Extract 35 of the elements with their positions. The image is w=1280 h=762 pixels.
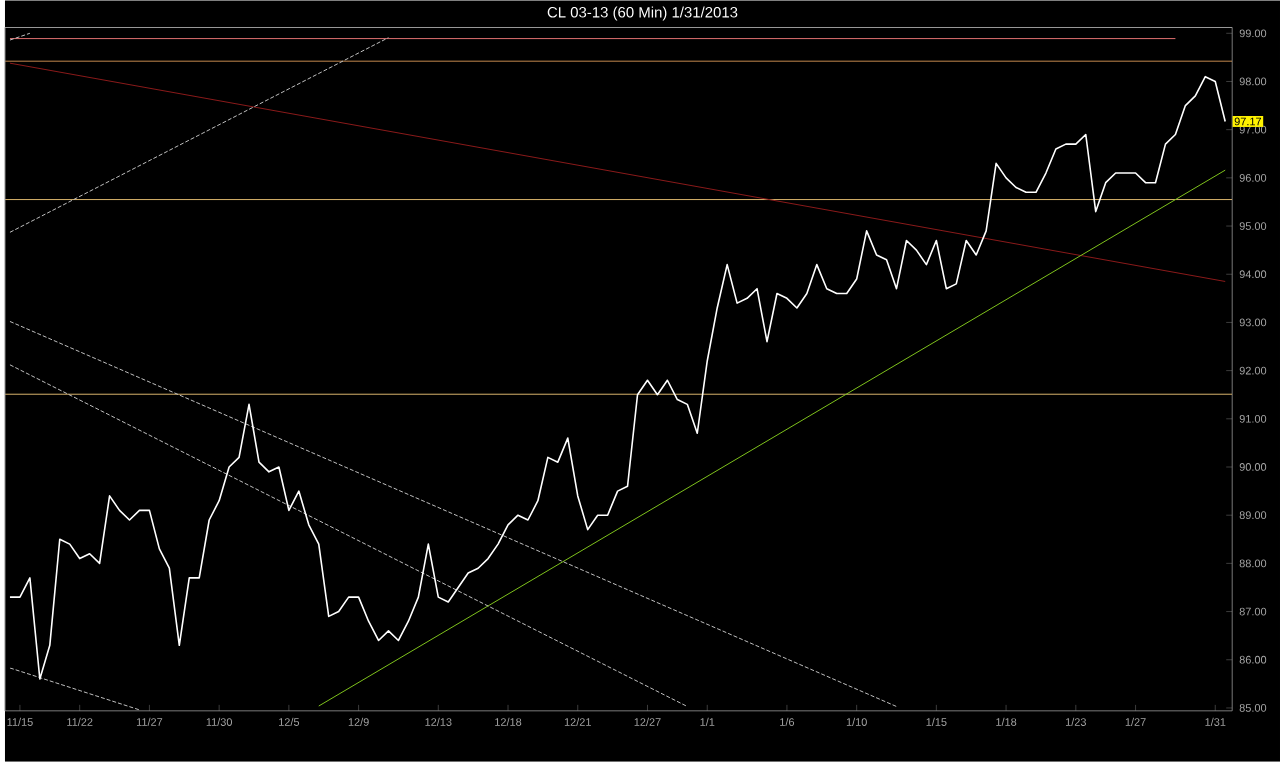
y-tick-label: 89.00: [1239, 511, 1267, 520]
y-tick-label: 93.00: [1239, 318, 1267, 327]
y-tick-label: 91.00: [1239, 415, 1267, 423]
x-tick-label: 1/6: [780, 718, 795, 727]
y-tick-label: 96.00: [1239, 174, 1267, 182]
x-tick-label: 12/9: [348, 718, 369, 727]
x-tick-label: 1/27: [1125, 718, 1146, 727]
y-tick-label: 87.00: [1239, 607, 1267, 616]
x-tick-label: 11/22: [67, 718, 93, 727]
y-tick-label: 95.00: [1239, 222, 1267, 231]
x-tick-label: 12/21: [564, 718, 591, 727]
x-tick-label: 12/5: [279, 718, 300, 727]
y-tick-label: 97.00: [1239, 125, 1267, 134]
y-tick-label: 92.00: [1239, 366, 1267, 375]
y-tick-label: 98.00: [1239, 77, 1267, 86]
x-tick-label: 1/1: [700, 718, 715, 727]
chart-title: CL 03-13 (60 Min) 1/31/2013: [547, 6, 738, 21]
x-tick-label: 1/31: [1205, 718, 1226, 727]
x-tick-label: 12/27: [634, 718, 661, 727]
x-tick-label: 1/15: [926, 718, 947, 727]
x-tick-label: 11/27: [136, 718, 163, 727]
x-tick-label: 12/18: [495, 718, 522, 727]
y-tick-label: 90.00: [1239, 463, 1267, 472]
x-tick-label: 11/30: [206, 718, 233, 727]
x-tick-label: 1/23: [1065, 718, 1086, 727]
y-tick-label: 99.00: [1239, 29, 1267, 38]
x-tick-label: 1/10: [846, 718, 867, 727]
x-tick-label: 1/18: [996, 718, 1017, 727]
y-tick-label: 86.00: [1239, 656, 1267, 664]
annotation: 97.17: [1234, 117, 1262, 126]
y-tick-label: 88.00: [1239, 559, 1267, 568]
x-tick-label: 12/13: [425, 718, 452, 727]
x-tick-label: 11/15: [7, 718, 33, 727]
y-tick-label: 85.00: [1239, 704, 1267, 712]
y-tick-label: 94.00: [1239, 270, 1267, 279]
